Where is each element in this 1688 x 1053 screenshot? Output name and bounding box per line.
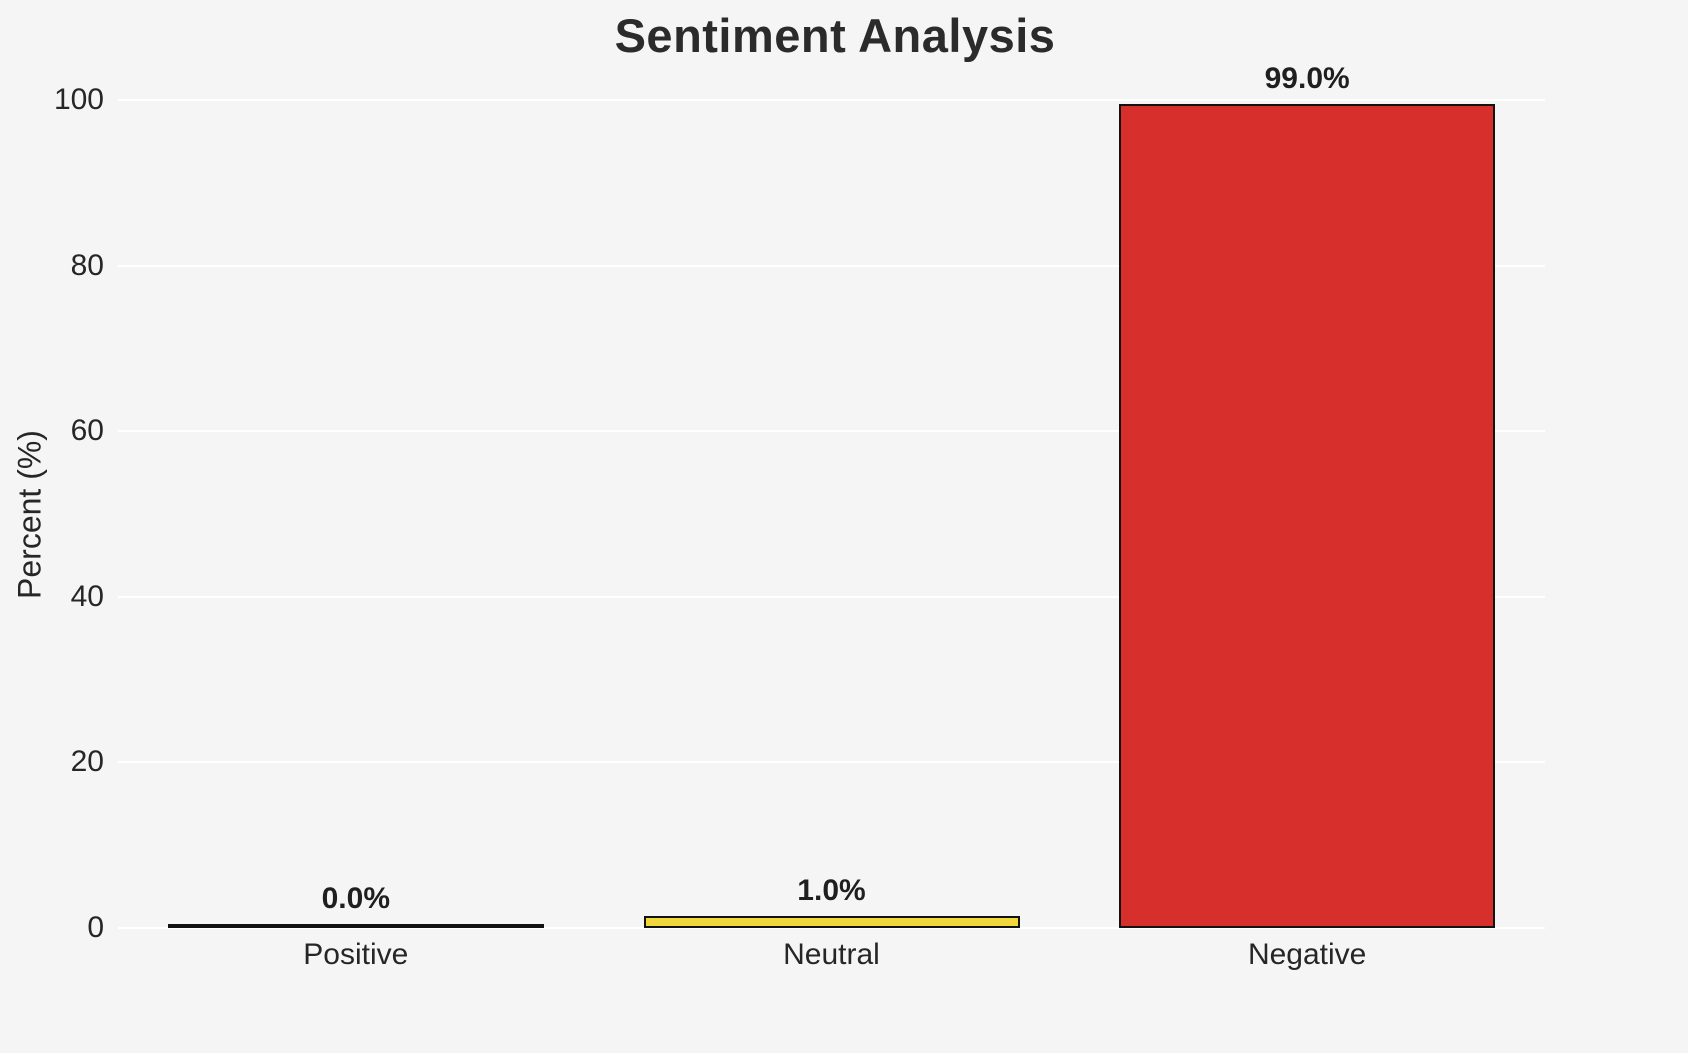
x-tick-label-neutral: Neutral — [783, 938, 880, 971]
gridline — [118, 99, 1545, 101]
chart-title: Sentiment Analysis — [614, 9, 1056, 62]
bar-positive — [167, 924, 544, 928]
x-tick-label-positive: Positive — [303, 938, 409, 971]
bar-neutral — [643, 916, 1020, 928]
gridline — [118, 927, 1545, 929]
y-tick-label: 80 — [70, 248, 104, 282]
y-tick-label: 20 — [70, 745, 104, 779]
y-tick-label: 100 — [53, 83, 104, 116]
y-tick-label: 40 — [70, 579, 104, 613]
y-tick-label: 0 — [87, 911, 104, 944]
gridline — [118, 761, 1545, 764]
gridline — [118, 430, 1545, 433]
bar-value-label: 0.0% — [321, 882, 391, 915]
gridline — [118, 595, 1545, 598]
gridline — [118, 264, 1545, 267]
bar-value-label: 99.0% — [1264, 62, 1350, 95]
y-tick-label: 60 — [70, 414, 104, 448]
x-tick-label-negative: Negative — [1247, 938, 1367, 971]
bar-negative — [1119, 104, 1496, 928]
bar-value-label: 1.0% — [797, 874, 866, 907]
